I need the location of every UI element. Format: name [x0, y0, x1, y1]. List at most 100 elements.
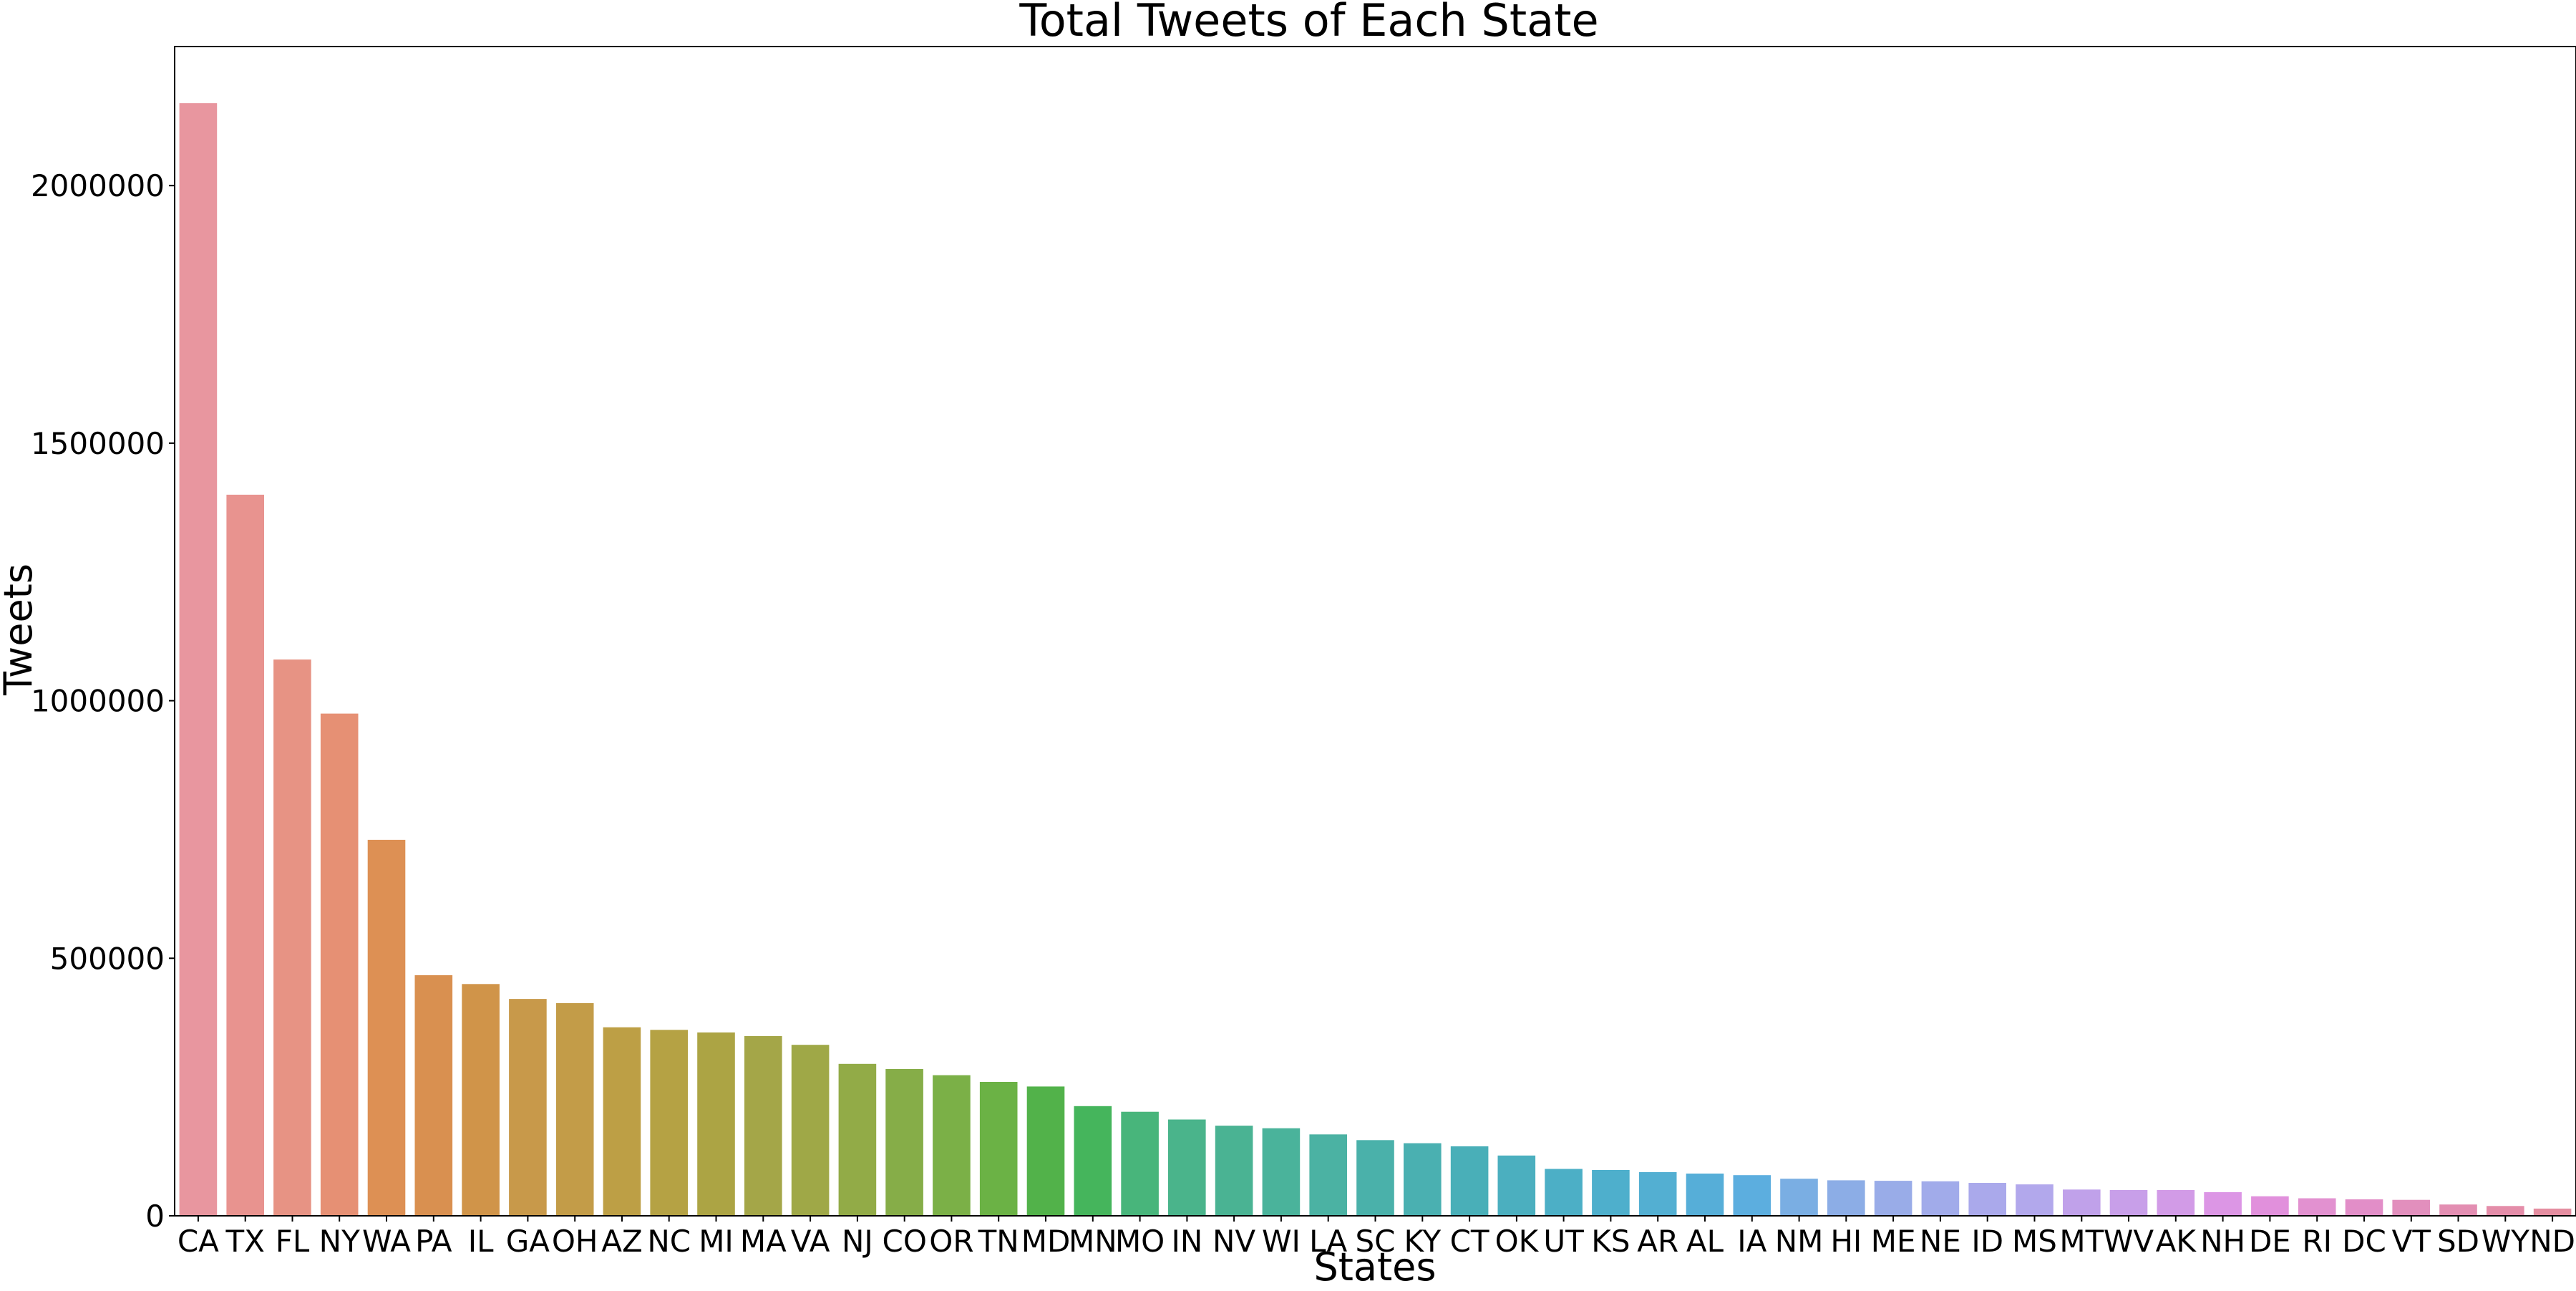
x-tick-label: IL: [468, 1224, 494, 1259]
bar-in: [1168, 1119, 1206, 1216]
x-tick-label: ID: [1971, 1224, 2003, 1259]
x-tick-label: NM: [1775, 1224, 1824, 1259]
x-tick-label: NH: [2200, 1224, 2245, 1259]
chart-title: Total Tweets of Each State: [1019, 0, 1598, 47]
bar-de: [2251, 1196, 2289, 1216]
bar-tx: [226, 494, 264, 1216]
x-tick-label: FL: [276, 1224, 310, 1259]
bar-ca: [179, 103, 218, 1217]
bar-ok: [1497, 1155, 1536, 1216]
x-tick-label: WA: [362, 1224, 411, 1259]
x-tick-label: NJ: [842, 1224, 873, 1259]
bar-vt: [2392, 1199, 2430, 1216]
bar-fl: [273, 659, 311, 1216]
x-tick-label: SD: [2437, 1224, 2479, 1259]
x-tick-label: NE: [1920, 1224, 1961, 1259]
bar-mn: [1074, 1106, 1112, 1216]
x-tick-label: CT: [1450, 1224, 1489, 1259]
x-tick-label: MS: [2012, 1224, 2057, 1259]
bar-va: [791, 1045, 830, 1216]
x-tick-label: MD: [1021, 1224, 1071, 1259]
bar-ia: [1733, 1175, 1771, 1216]
bar-ks: [1592, 1170, 1630, 1216]
x-tick-label: SC: [1356, 1224, 1396, 1259]
bar-ms: [2016, 1184, 2053, 1216]
x-tick-label: RI: [2302, 1224, 2332, 1259]
x-tick-label: NV: [1212, 1224, 1255, 1259]
bar-dc: [2345, 1199, 2383, 1216]
x-tick-label: MO: [1115, 1224, 1165, 1259]
y-axis-label: Tweets: [0, 564, 41, 696]
bar-hi: [1827, 1180, 1865, 1216]
x-tick-label: AK: [2156, 1224, 2197, 1259]
x-tick-label: OR: [929, 1224, 973, 1259]
x-tick-label: MN: [1069, 1224, 1117, 1259]
bar-wy: [2487, 1206, 2524, 1216]
bar-wa: [367, 839, 406, 1216]
bar-sc: [1356, 1140, 1394, 1216]
bar-ar: [1638, 1171, 1677, 1216]
bar-ri: [2298, 1198, 2336, 1216]
x-tick-label: TN: [978, 1224, 1019, 1259]
bars-group: [179, 103, 2572, 1217]
x-tick-label: VA: [791, 1224, 830, 1259]
x-tick-label: ME: [1871, 1224, 1916, 1259]
bar-ut: [1545, 1169, 1583, 1216]
x-tick-label: VT: [2392, 1224, 2431, 1259]
bar-co: [885, 1069, 923, 1216]
x-tick-label: GA: [506, 1224, 550, 1259]
bar-il: [462, 984, 500, 1216]
bar-ak: [2157, 1190, 2195, 1216]
x-axis-ticks: CA TX FL NY WA PA IL GA OH AZ NC MI MA VA NJ CO OR TN MDMN…: [178, 1216, 2575, 1259]
y-axis-ticks: 0 500000 1000000 1500000 2000000: [31, 168, 175, 1234]
bar-ct: [1450, 1146, 1489, 1216]
bar-nm: [1780, 1179, 1818, 1216]
bar-tn: [979, 1082, 1018, 1216]
x-tick-label: AR: [1637, 1224, 1678, 1259]
x-tick-label: TX: [225, 1224, 264, 1259]
x-tick-label: AZ: [601, 1224, 643, 1259]
x-tick-label: LA: [1309, 1224, 1347, 1259]
bar-or: [933, 1075, 971, 1216]
bar-la: [1309, 1134, 1347, 1216]
x-tick-label: ND: [2529, 1224, 2575, 1259]
x-tick-label: NC: [647, 1224, 691, 1259]
x-tick-label: WI: [1262, 1224, 1301, 1259]
x-tick-label: CO: [883, 1224, 927, 1259]
x-tick-label: DE: [2249, 1224, 2291, 1259]
x-tick-label: NY: [319, 1224, 360, 1259]
x-tick-label: CA: [178, 1224, 219, 1259]
bar-wv: [2109, 1190, 2148, 1216]
bar-oh: [555, 1002, 594, 1216]
bar-nh: [2204, 1191, 2242, 1216]
x-tick-label: AL: [1686, 1224, 1724, 1259]
bar-ma: [744, 1035, 782, 1216]
bar-mi: [697, 1032, 735, 1216]
bar-ga: [509, 999, 547, 1216]
x-tick-label: PA: [415, 1224, 452, 1259]
bar-nv: [1215, 1126, 1253, 1216]
x-tick-label: WV: [2104, 1224, 2154, 1259]
x-tick-label: KY: [1404, 1224, 1441, 1259]
x-tick-label: HI: [1830, 1224, 1862, 1259]
y-tick-label: 0: [145, 1199, 165, 1234]
x-tick-label: KS: [1591, 1224, 1630, 1259]
bar-mo: [1121, 1111, 1159, 1216]
x-tick-label: IA: [1737, 1224, 1766, 1259]
x-tick-label: UT: [1543, 1224, 1584, 1259]
bar-nc: [650, 1030, 688, 1216]
bar-nj: [838, 1063, 877, 1216]
x-tick-label: WY: [2482, 1224, 2530, 1259]
x-tick-label: MA: [740, 1224, 787, 1259]
bar-sd: [2439, 1204, 2477, 1216]
y-tick-label: 1000000: [31, 684, 165, 719]
y-tick-label: 1500000: [31, 426, 165, 461]
bar-al: [1686, 1174, 1724, 1216]
x-tick-label: MI: [699, 1224, 734, 1259]
x-axis-label: States: [1313, 1244, 1436, 1290]
x-tick-label: MT: [2059, 1224, 2104, 1259]
bar-pa: [414, 975, 453, 1216]
x-tick-label: DC: [2342, 1224, 2386, 1259]
y-tick-label: 500000: [50, 941, 165, 976]
